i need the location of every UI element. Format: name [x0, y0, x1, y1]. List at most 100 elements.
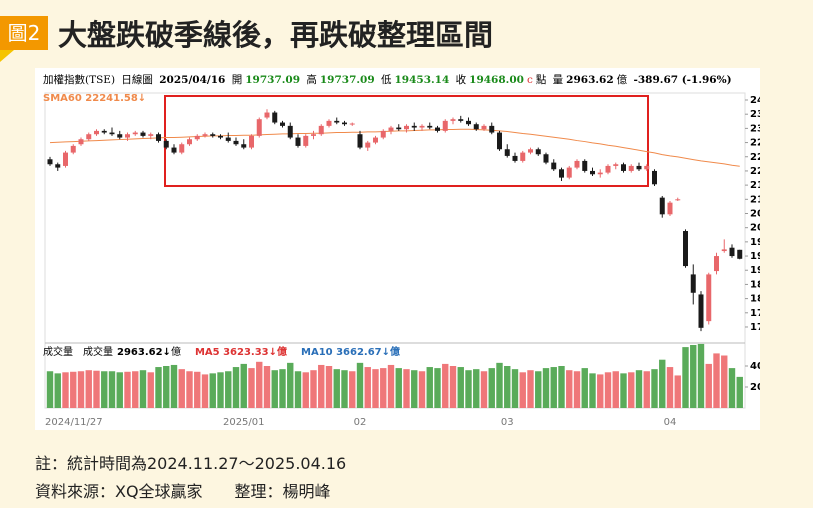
volume-bar	[294, 371, 302, 408]
candle-body	[373, 137, 378, 143]
candle-body	[574, 160, 580, 168]
candle-body	[706, 274, 712, 322]
volume-bar	[364, 367, 371, 408]
volume-bar	[604, 372, 612, 408]
candle-body	[419, 125, 425, 128]
candle-body	[473, 124, 479, 130]
close-label: 收	[455, 74, 467, 86]
candle-body	[117, 134, 123, 138]
y-tick-label: 22525	[750, 152, 760, 163]
volume-bar	[682, 347, 689, 408]
legend: SMA60 22241.58↓	[43, 93, 146, 104]
candle-body	[566, 167, 572, 178]
candle-body	[388, 127, 394, 131]
candle-body	[504, 149, 510, 156]
volume-bar	[186, 371, 193, 408]
volume-bar	[473, 369, 480, 408]
candle-body	[318, 125, 324, 135]
volume-title: 成交量	[43, 345, 73, 358]
volume-bar	[240, 363, 247, 408]
volume-bar	[217, 372, 224, 408]
candle-body	[605, 165, 611, 173]
plot-frame	[44, 92, 746, 409]
candle-body	[365, 142, 371, 148]
candle-body	[280, 122, 285, 126]
volume-label: 量	[552, 74, 564, 86]
candle-body	[543, 154, 549, 163]
volume-bar	[674, 375, 681, 408]
volume: 2963.62	[566, 74, 614, 86]
candle-body	[458, 119, 464, 121]
volume-bar	[248, 368, 255, 408]
note: 註：統計時間為2024.11.27～2025.04.16	[35, 454, 347, 473]
y-tick-label: 19975	[750, 237, 760, 248]
volume-bar	[705, 363, 712, 408]
volume-header: 成交量 成交量 2963.62↓億 MA5 3623.33↓億 MA10 3662.67…	[43, 345, 400, 358]
candle-body	[287, 125, 293, 138]
volume-bar	[550, 367, 557, 408]
volume-bar	[434, 368, 441, 408]
volume-bar	[372, 369, 379, 408]
volume-bar	[411, 370, 418, 408]
volume-value: 2963.62↓	[117, 347, 171, 358]
volume-unit: 億	[616, 74, 628, 86]
candle-body	[404, 125, 409, 130]
volume-bar	[504, 366, 511, 408]
candle-body	[334, 120, 340, 123]
change: -389.67 (-1.96%)	[633, 74, 732, 86]
volume-bar	[651, 369, 658, 408]
candle-body	[380, 130, 386, 138]
candle-body	[148, 134, 154, 136]
y-tick-label: 18275	[750, 294, 760, 305]
volume-bar	[542, 368, 550, 408]
legend-name: SMA60	[43, 93, 82, 104]
candle-body	[125, 134, 130, 138]
y-tick-label: 17425	[750, 322, 760, 333]
candle-body	[256, 119, 262, 136]
date: 2025/04/16	[159, 74, 226, 86]
candle-body	[667, 202, 673, 215]
candle-body	[411, 125, 417, 128]
candle-body	[140, 132, 146, 136]
volume-bar	[225, 371, 232, 408]
candle-body	[202, 134, 208, 136]
volume-bar	[77, 371, 85, 408]
candle-body	[357, 134, 363, 148]
candle-body	[636, 165, 642, 170]
volume-bar	[597, 374, 604, 408]
volume-bar	[201, 374, 209, 408]
volume-bar	[418, 371, 426, 408]
volume-bar	[310, 370, 317, 408]
candle-body	[295, 137, 301, 146]
volume-bar	[232, 367, 240, 408]
volume-bar	[728, 368, 736, 408]
quote-header: 加權指數(TSE) 日線圖 2025/04/16 開 19737.09 高 1973…	[43, 72, 735, 87]
volume-bar	[256, 361, 263, 408]
volume-bar	[713, 353, 720, 408]
volume-bar	[628, 372, 635, 408]
candle-body	[233, 140, 239, 145]
volume-bar	[287, 362, 294, 408]
candle-body	[535, 149, 541, 155]
volume-bar	[442, 363, 449, 408]
badge-tail	[0, 50, 14, 62]
period: 日線圖	[121, 74, 153, 86]
legend-value: 22241.58↓	[85, 93, 146, 104]
volume-bar	[426, 367, 433, 408]
volume-name: 成交量	[83, 345, 113, 358]
candle-body	[179, 144, 185, 153]
x-tick-label: 04	[664, 417, 677, 428]
volume-bar	[124, 371, 131, 408]
candle-body	[70, 145, 76, 153]
candle-body	[644, 165, 650, 170]
candle-body	[109, 132, 115, 135]
volume-bar	[558, 366, 565, 408]
candle-body	[450, 119, 456, 121]
volume-bar	[511, 369, 519, 408]
x-tick-label: 03	[501, 417, 514, 428]
volume-bar	[85, 370, 92, 408]
volume-bar	[620, 373, 627, 408]
candle-body	[698, 294, 704, 328]
y-tick-label: 19550	[750, 251, 760, 262]
open: 19737.09	[245, 74, 301, 86]
